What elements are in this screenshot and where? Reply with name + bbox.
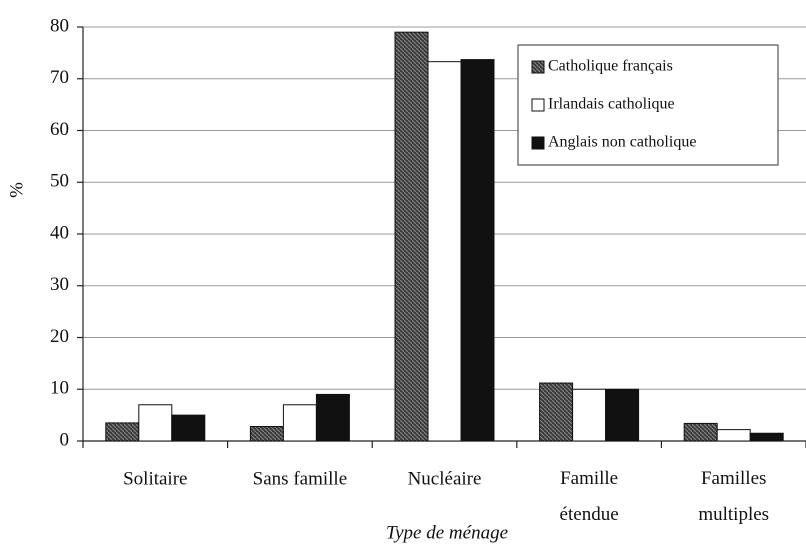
bar [572, 388, 607, 442]
bar [394, 31, 429, 442]
legend-swatch [531, 136, 545, 150]
x-axis-title: Type de ménage [386, 522, 508, 543]
bar [605, 388, 640, 442]
bar [315, 393, 350, 442]
x-tick-label: Nucléaire [408, 468, 482, 489]
bar [749, 432, 784, 442]
y-tick-label: 60 [50, 119, 69, 140]
legend: Catholique français Irlandais catholique A… [517, 44, 779, 166]
bar [282, 404, 317, 442]
y-tick-label: 80 [50, 15, 69, 36]
bar [138, 404, 173, 442]
y-axis-title: % [6, 182, 27, 198]
bar [249, 426, 284, 442]
y-tick-label: 10 [50, 378, 69, 399]
y-tick-label: 30 [50, 274, 69, 295]
bar [716, 429, 751, 442]
bar [427, 61, 462, 442]
bar [171, 414, 206, 442]
legend-label: Anglais non catholique [548, 134, 696, 151]
legend-swatch [531, 60, 545, 74]
y-tick-label: 40 [50, 222, 69, 243]
legend-swatch [531, 98, 545, 112]
legend-box [517, 44, 779, 166]
bar [460, 59, 495, 442]
y-tick-label: 50 [50, 171, 69, 192]
y-tick-label: 70 [50, 67, 69, 88]
bar [105, 422, 140, 442]
x-tick-label: Solitaire [123, 468, 187, 489]
legend-label: Catholique français [548, 58, 673, 75]
x-tick-label: Familles multiples [698, 468, 769, 525]
y-tick-label: 0 [60, 429, 70, 450]
y-tick-label: 20 [50, 326, 69, 347]
bar [683, 422, 718, 442]
bar [539, 382, 574, 442]
x-tick-label: Famille étendue [560, 468, 619, 525]
x-tick-label: Sans famille [253, 468, 347, 489]
legend-label: Irlandais catholique [548, 96, 675, 113]
